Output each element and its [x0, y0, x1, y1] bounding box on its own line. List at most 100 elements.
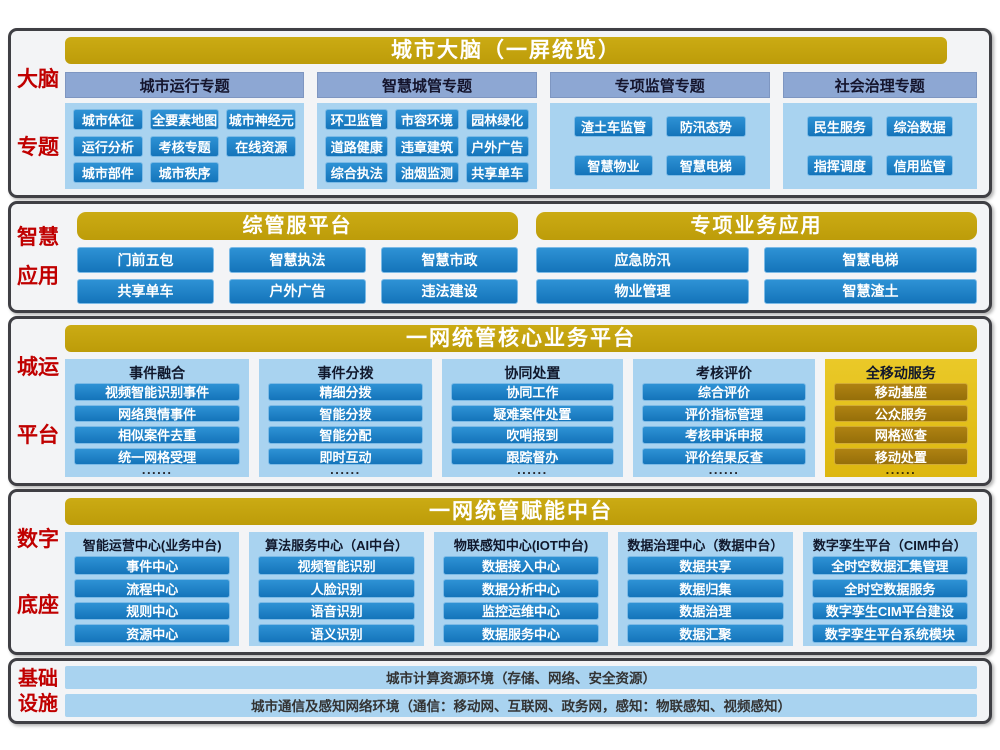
module-list: 综合评价 评价指标管理 考核申诉申报 评价结果反查	[642, 383, 806, 465]
module-box: 事件中心	[74, 556, 231, 575]
section-smart-apps: 智慧 应用 综管服平台 门前五包 智慧执法 智慧市政 共享单车 户外广告 违法建设 专项业…	[8, 201, 992, 313]
column-special-supervision: 专项监管专题 渣土车监管 防汛态势 智慧物业 智慧电梯	[549, 72, 770, 189]
ellipsis: ......	[885, 462, 917, 477]
panel-assessment-evaluation: 考核评价 综合评价 评价指标管理 考核申诉申报 评价结果反查 ......	[633, 359, 815, 477]
module-box: 数字孪生平台系统模块	[811, 624, 969, 643]
ellipsis: ......	[330, 462, 361, 477]
module-list: 数据共享 数据归集 数据治理 数据汇聚	[627, 556, 784, 643]
topic-box: 考核专题	[149, 135, 220, 157]
side-label-line: 平台	[17, 423, 59, 447]
module-box: 数据汇聚	[627, 624, 784, 643]
app-box: 智慧执法	[229, 247, 366, 273]
module-box: 公众服务	[833, 404, 968, 422]
side-label-line: 大脑	[17, 67, 59, 91]
middle-columns: 智能运营中心(业务中台) 事件中心 流程中心 规则中心 资源中心 算法服务中心（AI中…	[65, 532, 978, 646]
module-box: 全时空数据汇集管理	[811, 556, 969, 575]
brain-title-bar: 城市大脑（一屏统览）	[65, 37, 947, 64]
topic-box: 综合执法	[325, 161, 389, 183]
panel-header: 算法服务中心（AI中台）	[265, 538, 409, 553]
module-box: 语义识别	[258, 624, 415, 643]
panel-header: 考核评价	[696, 365, 753, 381]
side-label-line: 应用	[17, 265, 59, 288]
topic-box: 运行分析	[73, 135, 143, 157]
topic-panel: 城市体征 全要素地图 城市神经元 运行分析 考核专题 在线资源 城市部件 城市秩序	[65, 103, 305, 189]
module-box: 精细分拨	[268, 383, 423, 401]
column-social-governance: 社会治理专题 民生服务 综治数据 指挥调度 信用监管	[782, 72, 977, 189]
brain-content: 城市大脑（一屏统览） 城市运行专题 城市体征 全要素地图 城市神经元 运行分析 考核专题…	[65, 31, 989, 195]
topic-box: 在线资源	[226, 135, 297, 157]
topic-box: 城市秩序	[149, 161, 220, 183]
module-box: 综合评价	[642, 383, 806, 401]
module-box: 评价指标管理	[642, 404, 806, 422]
module-list: 视频智能识别 人脸识别 语音识别 语义识别	[258, 556, 415, 643]
topic-panel: 民生服务 综治数据 指挥调度 信用监管	[782, 103, 977, 189]
module-box: 移动基座	[833, 383, 968, 401]
column-header: 专项监管专题	[549, 72, 770, 98]
module-box: 考核申诉申报	[642, 426, 806, 444]
group-title-bar: 综管服平台	[77, 212, 518, 240]
module-box: 智能分拨	[268, 404, 423, 422]
infra-content: 城市计算资源环境（存储、网络、安全资源） 城市通信及感知网络环境（通信：移动网、…	[65, 661, 989, 721]
topic-box: 市容环境	[395, 109, 459, 131]
topic-box: 渣土车监管	[573, 116, 654, 137]
apps-groups: 综管服平台 门前五包 智慧执法 智慧市政 共享单车 户外广告 违法建设 专项业务应用 应急…	[65, 212, 977, 304]
side-label-line: 专题	[17, 135, 59, 159]
module-list: 事件中心 流程中心 规则中心 资源中心	[74, 556, 231, 643]
module-box: 统一网格受理	[74, 447, 241, 465]
core-content: 一网统管核心业务平台 事件融合 视频智能识别事件 网络舆情事件 相似案件去重 统一网格…	[65, 319, 989, 483]
panel-header: 事件融合	[129, 365, 186, 381]
panel-data-center: 数据治理中心（数据中台） 数据共享 数据归集 数据治理 数据汇聚	[618, 532, 793, 646]
panel-header: 数字孪生平台（CIM中台）	[812, 538, 967, 553]
group-comprehensive-platform: 综管服平台 门前五包 智慧执法 智慧市政 共享单车 户外广告 违法建设	[77, 212, 518, 304]
module-box: 数据分析中心	[442, 578, 600, 598]
module-box: 数据归集	[627, 578, 784, 598]
topic-box: 民生服务	[806, 116, 874, 137]
panel-header: 物联感知中心(IOT中台)	[453, 538, 589, 553]
app-box: 户外广告	[229, 278, 366, 304]
panel-mobile-services: 全移动服务 移动基座 公众服务 网格巡查 移动处置 ......	[824, 359, 977, 477]
module-list: 移动基座 公众服务 网格巡查 移动处置	[833, 383, 968, 465]
panel-event-fusion: 事件融合 视频智能识别事件 网络舆情事件 相似案件去重 统一网格受理 ......	[65, 359, 250, 477]
app-box: 智慧渣土	[764, 278, 977, 304]
topic-box: 户外广告	[465, 135, 529, 157]
topic-box: 智慧电梯	[666, 155, 746, 176]
topic-box: 违章建筑	[395, 135, 459, 157]
module-box: 全时空数据服务	[811, 578, 969, 598]
module-box: 资源中心	[74, 624, 231, 643]
module-box: 数据接入中心	[442, 556, 600, 575]
topic-box: 信用监管	[886, 155, 953, 176]
side-label-digital-base: 数字 底座	[11, 492, 65, 652]
core-columns: 事件融合 视频智能识别事件 网络舆情事件 相似案件去重 统一网格受理 ...... 事…	[65, 359, 977, 477]
module-box: 数字孪生CIM平台建设	[811, 601, 969, 621]
topic-box: 道路健康	[325, 135, 389, 157]
topic-box: 指挥调度	[806, 155, 874, 176]
module-list: 数据接入中心 数据分析中心 监控运维中心 数据服务中心	[442, 556, 600, 643]
app-grid: 应急防汛 智慧电梯 物业管理 智慧渣土	[536, 247, 977, 304]
apps-content: 综管服平台 门前五包 智慧执法 智慧市政 共享单车 户外广告 违法建设 专项业务应用 应急…	[65, 204, 989, 310]
topic-box: 环卫监管	[325, 109, 389, 131]
group-title-bar: 专项业务应用	[536, 212, 977, 240]
module-box: 疑难案件处置	[450, 404, 615, 422]
side-label-line: 基础	[18, 667, 58, 690]
column-header: 城市运行专题	[65, 72, 305, 98]
module-box: 即时互动	[268, 447, 423, 465]
side-label-infrastructure: 基础 设施	[11, 661, 65, 721]
topic-box: 油烟监测	[395, 161, 459, 183]
module-list: 视频智能识别事件 网络舆情事件 相似案件去重 统一网格受理	[74, 383, 241, 465]
side-label-brain: 大脑 专题	[11, 31, 65, 195]
app-box: 智慧市政	[381, 247, 518, 273]
ellipsis: ......	[517, 462, 548, 477]
module-box: 吹哨报到	[450, 426, 615, 444]
topic-box: 防汛态势	[666, 116, 746, 137]
section-city-brain: 大脑 专题 城市大脑（一屏统览） 城市运行专题 城市体征 全要素地图 城市神经元 运行…	[8, 28, 992, 198]
panel-cim-center: 数字孪生平台（CIM中台） 全时空数据汇集管理 全时空数据服务 数字孪生CIM平台建…	[802, 532, 978, 646]
topic-box: 共享单车	[465, 161, 529, 183]
module-box: 数据共享	[627, 556, 784, 575]
module-box: 移动处置	[833, 447, 968, 465]
topic-box: 城市神经元	[226, 109, 297, 131]
panel-ai-center: 算法服务中心（AI中台） 视频智能识别 人脸识别 语音识别 语义识别	[249, 532, 424, 646]
module-box: 相似案件去重	[74, 426, 241, 444]
core-title-bar: 一网统管核心业务平台	[65, 325, 977, 352]
panel-header: 智能运营中心(业务中台)	[82, 538, 222, 553]
module-box: 语音识别	[258, 601, 415, 621]
